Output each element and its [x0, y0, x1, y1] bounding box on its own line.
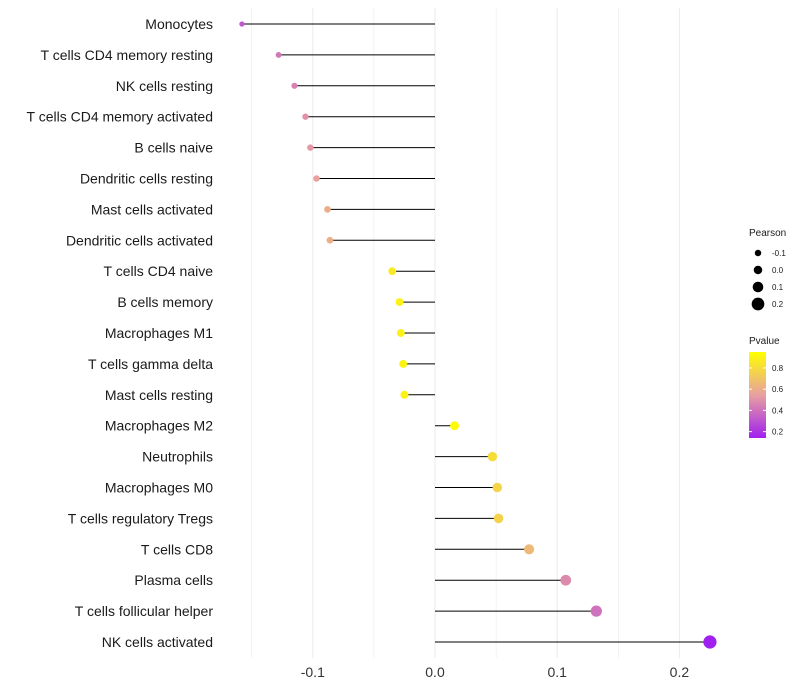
category-label: Plasma cells	[134, 572, 213, 588]
size-legend-key	[752, 281, 764, 293]
category-label: T cells CD4 memory activated	[27, 109, 213, 125]
color-legend-label: 0.2	[772, 428, 784, 437]
size-legend-label: 0.2	[772, 300, 784, 309]
x-tick-label: 0.2	[670, 664, 690, 680]
color-legend-bar	[749, 352, 766, 438]
data-point	[388, 267, 397, 276]
category-label: Dendritic cells activated	[66, 232, 213, 248]
category-label: Mast cells resting	[105, 387, 213, 403]
data-point	[275, 51, 282, 58]
color-legend: Pvalue 0.8 0.6 0.4 0.2	[749, 336, 784, 438]
data-point	[703, 635, 717, 649]
stems	[241, 23, 710, 643]
category-labels: Monocytes T cells CD4 memory resting NK ce…	[27, 16, 214, 650]
category-label: Macrophages M2	[105, 418, 213, 434]
category-label: T cells follicular helper	[75, 603, 214, 619]
data-point	[560, 574, 572, 586]
size-legend-label: 0.1	[772, 283, 784, 292]
category-label: Mast cells activated	[91, 201, 213, 217]
data-point	[590, 605, 602, 617]
category-label: T cells gamma delta	[88, 356, 213, 372]
color-legend-title: Pvalue	[749, 336, 780, 347]
category-label: T cells CD4 naive	[104, 263, 214, 279]
size-legend-label: 0.0	[772, 266, 784, 275]
color-legend-label: 0.6	[772, 385, 784, 394]
category-label: Monocytes	[145, 16, 213, 32]
data-point	[487, 451, 498, 462]
category-label: Macrophages M0	[105, 480, 213, 496]
data-point	[450, 421, 459, 431]
category-label: Dendritic cells resting	[80, 171, 213, 187]
data-point	[399, 359, 408, 368]
color-legend-label: 0.4	[772, 406, 784, 415]
size-legend-key	[754, 249, 762, 257]
x-axis-ticks: -0.1 0.0 0.1 0.2	[301, 664, 690, 680]
category-label: B cells naive	[134, 140, 213, 156]
size-legend-key	[751, 297, 765, 311]
data-point	[395, 298, 404, 307]
category-label: Neutrophils	[142, 449, 213, 465]
x-tick-label: 0.0	[425, 664, 445, 680]
data-point	[493, 513, 504, 524]
category-label: B cells memory	[117, 294, 213, 310]
category-label: T cells regulatory Tregs	[68, 510, 213, 526]
color-legend-label: 0.8	[772, 364, 784, 373]
data-point	[492, 482, 503, 493]
category-label: T cells CD8	[141, 541, 213, 557]
data-point	[291, 82, 298, 89]
data-point	[307, 144, 314, 151]
data-point	[313, 175, 320, 182]
size-legend-key	[753, 265, 763, 275]
data-point	[239, 21, 245, 27]
grid-lines	[251, 8, 680, 658]
data-point	[524, 544, 535, 555]
x-tick-label: -0.1	[301, 664, 325, 680]
size-legend-label: -0.1	[772, 249, 786, 258]
x-tick-label: 0.1	[547, 664, 567, 680]
data-point	[324, 206, 331, 213]
category-label: T cells CD4 memory resting	[41, 47, 213, 63]
data-point	[302, 113, 309, 120]
category-label: NK cells resting	[116, 78, 213, 94]
points	[239, 21, 717, 649]
data-point	[400, 390, 409, 399]
data-point	[326, 236, 334, 244]
size-legend: Pearson -0.1 0.0 0.1 0.2	[749, 228, 786, 311]
category-label: NK cells activated	[102, 634, 213, 650]
data-point	[396, 329, 405, 337]
category-label: Macrophages M1	[105, 325, 213, 341]
size-legend-title: Pearson	[749, 228, 786, 239]
